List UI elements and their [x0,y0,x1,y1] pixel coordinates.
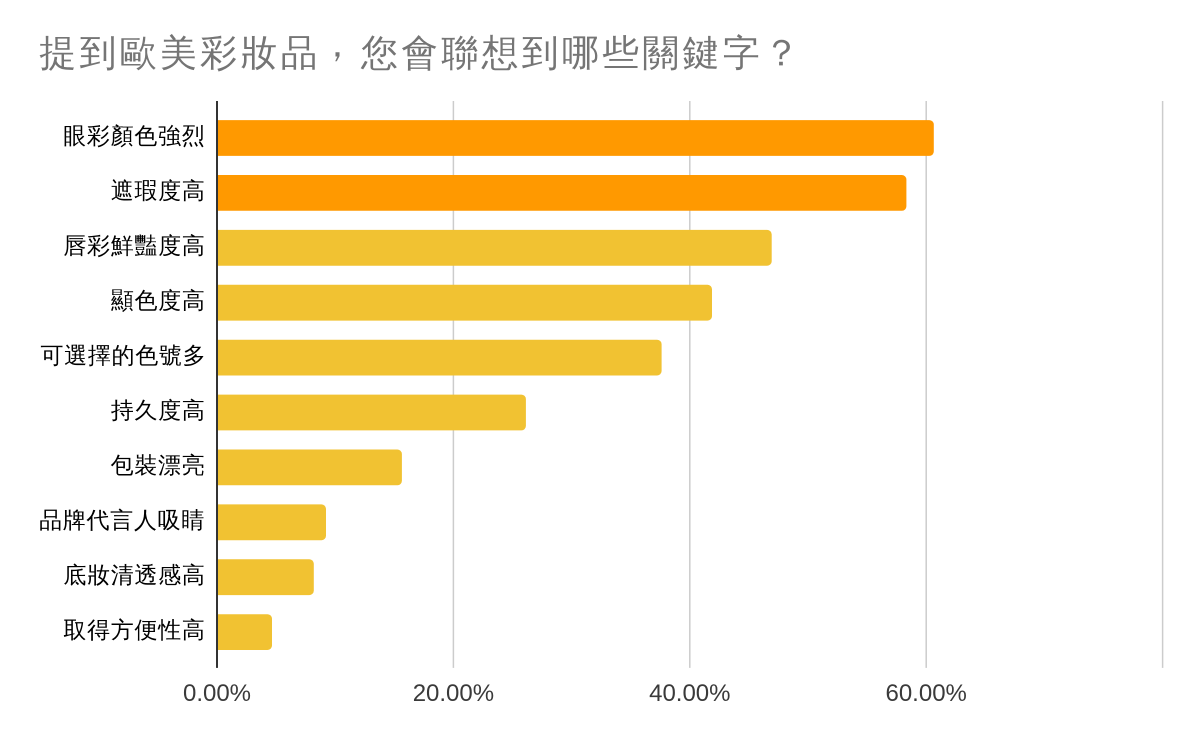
svg-text:0.00%: 0.00% [183,680,251,707]
svg-text:60.00%: 60.00% [885,680,966,707]
svg-text:40.00%: 40.00% [649,680,730,707]
svg-text:20.00%: 20.00% [413,680,494,707]
